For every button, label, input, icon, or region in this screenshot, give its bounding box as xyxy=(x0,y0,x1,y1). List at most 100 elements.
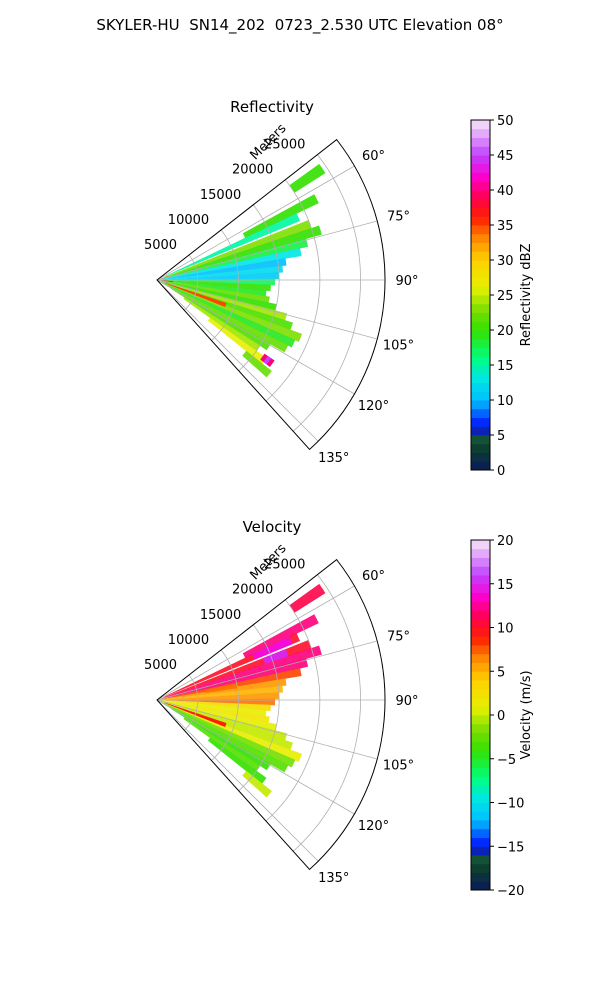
data-cell xyxy=(262,649,289,665)
radial-tick-label: 25000 xyxy=(264,558,305,573)
colorbar-swatch xyxy=(471,400,490,410)
data-ray xyxy=(242,350,272,378)
data-ray xyxy=(161,258,287,280)
theta-grid-line xyxy=(156,699,319,862)
radial-grid-arc xyxy=(292,154,361,432)
colorbar-swatch xyxy=(471,146,490,156)
radial-grid-arc xyxy=(265,599,321,822)
data-ray xyxy=(161,685,283,700)
theta-tick-label: 120° xyxy=(358,399,389,414)
colorbar-swatch xyxy=(471,461,490,471)
data-layer xyxy=(160,583,326,798)
velocity-panel: Velocity 60° 75° 90° 105° 120° 135° 5000 10000 15… xyxy=(144,518,534,899)
colorbar: −20 −15 −10 −5 0 5 10 15 20 Velocity (m/s) xyxy=(470,534,534,899)
theta-grid-line xyxy=(156,640,378,701)
colorbar-swatch xyxy=(471,697,490,707)
colorbar-tick-label: 40 xyxy=(497,184,514,199)
colorbar-swatch xyxy=(471,855,490,865)
data-cell xyxy=(252,636,293,660)
colorbar-tick-label: 30 xyxy=(497,254,514,269)
theta-tick-label: 60° xyxy=(362,149,385,164)
reflectivity-panel: Reflectivity60°75°90°105°120°135°5000100… xyxy=(144,98,534,479)
colorbar-swatch xyxy=(471,732,490,742)
radial-grid-arc xyxy=(238,624,280,792)
theta-tick-label: 135° xyxy=(318,451,349,466)
data-cell xyxy=(204,683,238,693)
colorbar-swatch xyxy=(471,242,490,252)
radial-grid-arc xyxy=(292,574,361,852)
radial-grid-arc xyxy=(265,179,321,402)
colorbar-swatch xyxy=(471,347,490,357)
data-ray xyxy=(183,297,261,352)
colorbar-swatch xyxy=(471,338,490,348)
colorbar-swatch xyxy=(471,260,490,270)
data-ray xyxy=(170,287,271,351)
colorbar-swatch xyxy=(471,312,490,322)
colorbar-swatch xyxy=(471,452,490,462)
colorbar-swatch xyxy=(471,688,490,698)
colorbar-swatch xyxy=(471,216,490,226)
radial-grid-arc xyxy=(211,649,239,761)
data-cell xyxy=(263,355,272,365)
colorbar-label: Velocity (m/s) xyxy=(519,670,534,759)
sector-frame xyxy=(156,138,386,451)
theta-tick-label: 60° xyxy=(362,569,385,584)
data-ray xyxy=(164,213,301,277)
colorbar-tick-label: −20 xyxy=(497,884,524,899)
colorbar-swatch xyxy=(471,846,490,856)
colorbar-swatch xyxy=(471,321,490,331)
colorbar-swatch xyxy=(471,207,490,217)
colorbar-swatch xyxy=(471,820,490,830)
colorbar-swatch xyxy=(471,706,490,716)
colorbar-swatch xyxy=(471,680,490,690)
colorbar-swatch xyxy=(471,618,490,628)
colorbar-swatch xyxy=(471,758,490,768)
colorbar-swatch xyxy=(471,391,490,401)
colorbar-swatch xyxy=(471,802,490,812)
colorbar-tick-label: 5 xyxy=(497,429,505,444)
colorbar-tick-label: 10 xyxy=(497,622,514,637)
colorbar-tick-label: 0 xyxy=(497,709,505,724)
colorbar-swatch xyxy=(471,557,490,567)
data-ray xyxy=(289,583,326,613)
colorbar-swatch xyxy=(471,785,490,795)
data-ray xyxy=(183,717,261,772)
theta-tick-label: 120° xyxy=(358,819,389,834)
colorbar-swatch xyxy=(471,408,490,418)
colorbar-tick-label: −5 xyxy=(497,753,516,768)
data-ray xyxy=(289,163,326,193)
colorbar-swatch xyxy=(471,592,490,602)
data-ray xyxy=(160,281,303,342)
data-ray xyxy=(160,220,312,279)
colorbar-swatch xyxy=(471,872,490,882)
radial-tick-label: 10000 xyxy=(168,633,209,648)
colorbar-swatch xyxy=(471,295,490,305)
radial-tick-label: 20000 xyxy=(232,163,273,178)
data-ray xyxy=(160,248,302,280)
data-ray xyxy=(161,278,276,286)
colorbar-swatch xyxy=(471,233,490,243)
colorbar-swatch xyxy=(471,382,490,392)
colorbar-swatch xyxy=(471,601,490,611)
data-cell xyxy=(161,280,174,283)
data-ray xyxy=(161,272,280,280)
radial-tick-label: 5000 xyxy=(144,238,177,253)
data-ray xyxy=(242,770,272,798)
theta-grid-line xyxy=(156,699,378,760)
colorbar-swatch xyxy=(471,198,490,208)
data-ray xyxy=(160,701,296,768)
colorbar-swatch xyxy=(471,723,490,733)
data-ray xyxy=(207,737,267,784)
colorbar-swatch xyxy=(471,435,490,445)
colorbar-swatch xyxy=(471,172,490,182)
data-ray xyxy=(242,194,319,239)
colorbar-swatch xyxy=(471,137,490,147)
colorbar-swatch xyxy=(471,330,490,340)
sector-frame xyxy=(156,558,386,871)
colorbar-tick-label: 35 xyxy=(497,219,514,234)
colorbar-swatch xyxy=(471,583,490,593)
panel-title: Velocity xyxy=(243,518,302,536)
radial-tick-label: 15000 xyxy=(200,608,241,623)
theta-tick-label: 90° xyxy=(395,274,418,289)
